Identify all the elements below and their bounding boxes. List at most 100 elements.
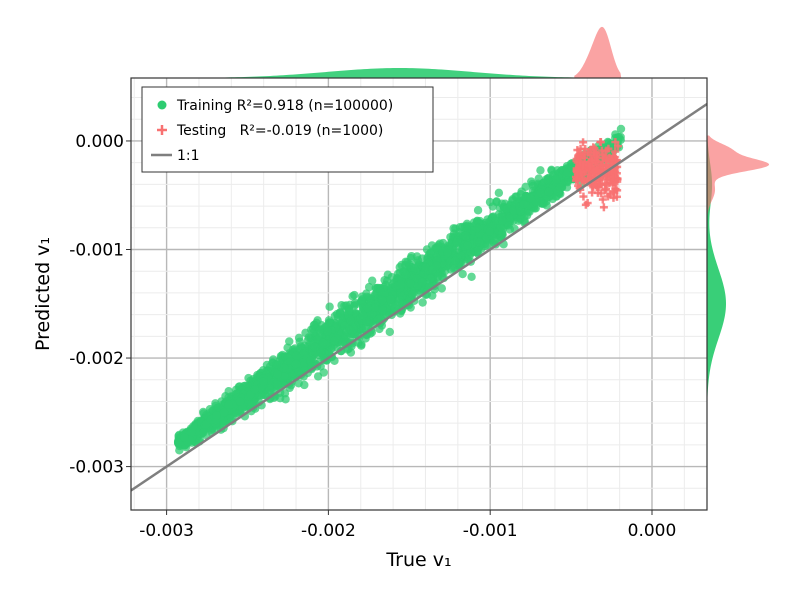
training-point (494, 188, 504, 198)
training-point (294, 367, 303, 377)
training-point (461, 231, 471, 241)
training-point (385, 327, 394, 337)
training-point (528, 181, 538, 191)
training-point (273, 370, 282, 379)
training-point (543, 176, 552, 185)
training-point (325, 302, 334, 311)
training-point (294, 379, 303, 388)
training-point (337, 301, 346, 310)
training-point (367, 276, 377, 285)
training-point (291, 359, 301, 369)
training-point (378, 305, 387, 315)
training-point (512, 192, 521, 201)
testing-point (589, 167, 598, 176)
x-tick-label: -0.003 (139, 521, 194, 541)
training-point (485, 227, 494, 236)
testing-point (579, 161, 588, 170)
testing-point (596, 138, 605, 147)
training-point (426, 274, 435, 283)
axis-ticks: -0.003 -0.002 -0.001 0.000 -0.003 -0.002 -0.00… (69, 132, 676, 541)
testing-point (586, 162, 595, 171)
training-point (362, 316, 371, 326)
training-point (485, 197, 495, 207)
plot-frame (130, 77, 708, 511)
y-tick-label: -0.002 (69, 349, 124, 369)
testing-point (596, 160, 605, 169)
training-point (410, 263, 419, 273)
scatter-points (173, 124, 626, 455)
legend-label: Testing R²=-0.019 (n=1000) (176, 123, 383, 139)
reference-line-layer (131, 103, 707, 492)
training-point (309, 321, 319, 330)
training-point (323, 327, 332, 336)
training-point (376, 287, 385, 296)
legend-label: Training R²=0.918 (n=100000) (176, 98, 393, 114)
training-point (238, 404, 247, 413)
training-point (472, 247, 482, 257)
training-point (378, 295, 387, 305)
training-point (235, 397, 245, 406)
training-point (401, 270, 411, 279)
training-point (285, 337, 294, 346)
training-point (443, 248, 452, 258)
marginal-y-density (707, 135, 770, 424)
training-point (421, 262, 430, 272)
training-point (363, 303, 372, 313)
training-point (467, 272, 476, 282)
training-point (552, 174, 561, 184)
training-point (418, 298, 427, 307)
marginal-y-testing (707, 135, 770, 228)
training-point (214, 403, 224, 412)
x-tick-label: -0.002 (301, 521, 356, 541)
marginal-x-testing (574, 26, 622, 78)
training-point (475, 237, 484, 247)
training-point (345, 325, 355, 334)
training-point (273, 380, 282, 389)
training-point (357, 341, 366, 350)
training-point (492, 216, 501, 225)
training-point (526, 193, 535, 203)
testing-point (604, 144, 613, 153)
training-point (455, 223, 465, 232)
testing-point (610, 177, 619, 186)
training-point (357, 296, 366, 305)
training-point (452, 238, 462, 247)
training-point (344, 305, 354, 314)
testing-point (581, 200, 590, 209)
testing-point (611, 147, 620, 156)
training-point (173, 438, 183, 447)
training-point (234, 382, 244, 392)
marginal-x-training (182, 68, 620, 78)
training-point (189, 422, 198, 431)
training-point (483, 215, 492, 224)
training-point (370, 303, 379, 312)
training-point (432, 261, 441, 270)
testing-point (573, 175, 582, 184)
training-point (224, 400, 233, 410)
training-point (450, 256, 460, 266)
testing-point (598, 195, 607, 204)
training-point (294, 333, 304, 343)
testing-point (612, 192, 621, 201)
training-point (483, 240, 493, 250)
legend-label: 1:1 (177, 148, 200, 164)
training-point (472, 223, 482, 233)
training-point (338, 338, 347, 348)
training-point (315, 326, 324, 335)
training-point (219, 408, 229, 417)
testing-point (592, 153, 601, 162)
legend-reference: 1:1 (151, 148, 200, 164)
training-point (350, 290, 359, 300)
training-point (386, 295, 395, 304)
legend: Training R²=0.918 (n=100000) Testing R²=-… (141, 86, 434, 173)
training-point (259, 377, 268, 386)
training-point (547, 165, 556, 175)
training-point (364, 282, 374, 292)
training-point (516, 207, 525, 216)
x-tick-label: 0.000 (628, 521, 677, 541)
testing-point (599, 203, 608, 212)
training-point (519, 199, 528, 209)
training-point (473, 206, 483, 215)
training-point (458, 269, 467, 279)
y-tick-label: -0.003 (69, 458, 124, 478)
